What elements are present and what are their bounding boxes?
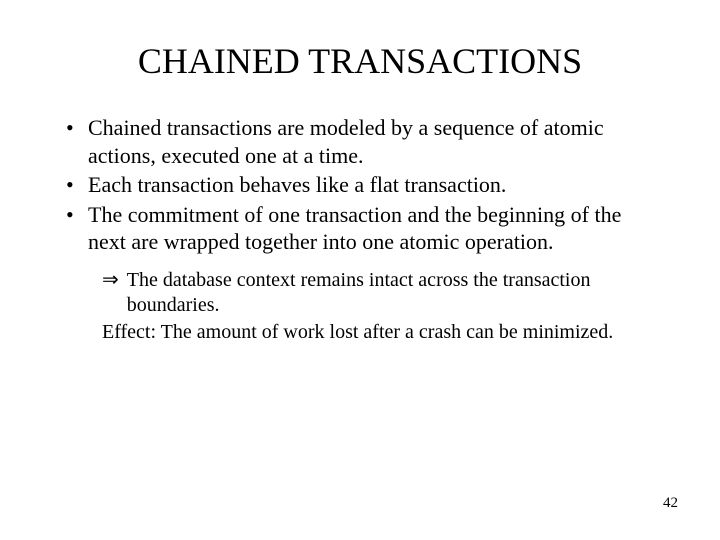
main-bullets: Chained transactions are modeled by a se… bbox=[60, 114, 660, 256]
sub-arrow-line: ⇒ The database context remains intact ac… bbox=[102, 268, 660, 318]
effect-text: Effect: The amount of work lost after a … bbox=[102, 320, 660, 345]
page-number: 42 bbox=[663, 495, 678, 512]
bullet-item: The commitment of one transaction and th… bbox=[60, 201, 660, 256]
sub-text: The database context remains intact acro… bbox=[127, 268, 660, 318]
arrow-icon: ⇒ bbox=[102, 268, 119, 293]
bullet-item: Each transaction behaves like a flat tra… bbox=[60, 171, 660, 199]
page-title: CHAINED TRANSACTIONS bbox=[60, 40, 660, 82]
bullet-item: Chained transactions are modeled by a se… bbox=[60, 114, 660, 169]
sub-block: ⇒ The database context remains intact ac… bbox=[60, 268, 660, 345]
